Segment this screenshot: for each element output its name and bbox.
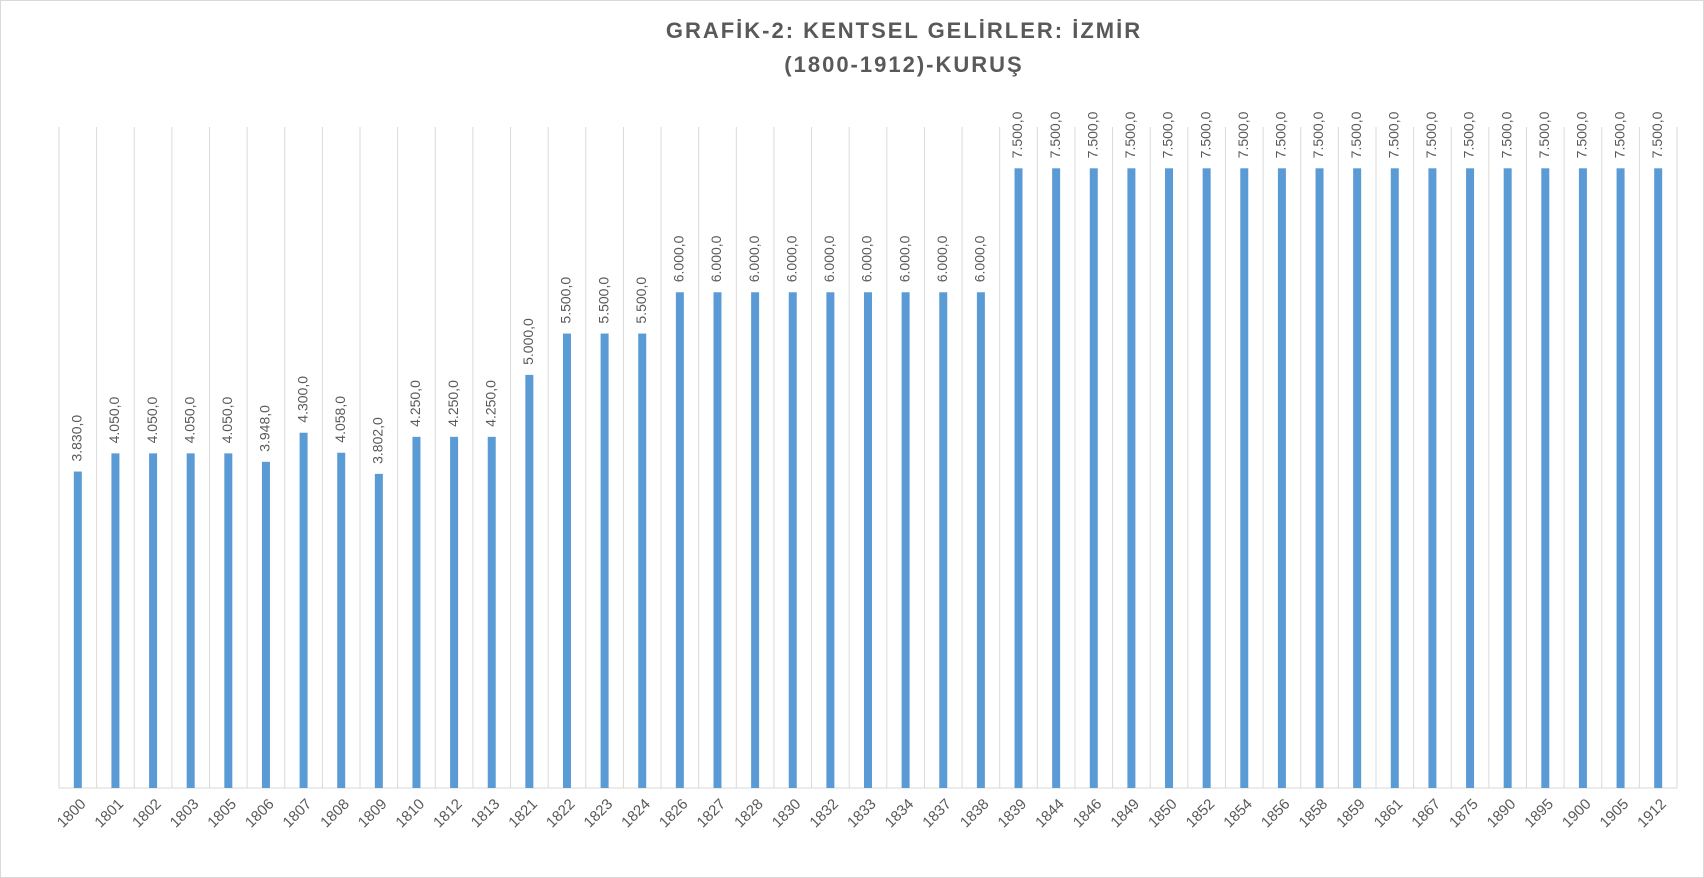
bar [149, 453, 158, 788]
bar [600, 333, 609, 788]
value-label: 7.500,0 [1574, 111, 1590, 158]
value-label: 5.500,0 [558, 277, 574, 324]
bar [525, 374, 534, 788]
bar [299, 432, 308, 788]
value-label: 7.500,0 [1423, 111, 1439, 158]
value-label: 6.000,0 [821, 235, 837, 282]
bar [1277, 168, 1286, 788]
value-label: 7.500,0 [1649, 111, 1665, 158]
value-label: 7.500,0 [1273, 111, 1289, 158]
value-label: 7.500,0 [1160, 111, 1176, 158]
bar [901, 292, 910, 788]
value-label: 5.000,0 [520, 318, 536, 365]
value-label: 7.500,0 [1461, 111, 1477, 158]
bar [751, 292, 760, 788]
bar [337, 452, 346, 788]
bar [1541, 168, 1550, 788]
bar [374, 473, 383, 788]
bar [1014, 168, 1023, 788]
bar [1127, 168, 1136, 788]
value-label: 6.000,0 [671, 235, 687, 282]
value-label: 3.830,0 [69, 415, 85, 462]
bar [1578, 168, 1587, 788]
bar [864, 292, 872, 788]
value-label: 4.250,0 [482, 380, 498, 427]
value-label: 4.300,0 [294, 376, 310, 423]
value-label: 7.500,0 [1498, 111, 1514, 158]
bar [713, 292, 722, 788]
value-label: 7.500,0 [1348, 111, 1364, 158]
bar [73, 471, 82, 788]
bar [487, 436, 496, 788]
bar [1240, 168, 1249, 788]
bar [638, 333, 647, 788]
value-label: 7.500,0 [1310, 111, 1326, 158]
value-label: 5.500,0 [595, 277, 611, 324]
chart-title: GRAFİK-2: KENTSEL GELİRLER: İZMİR [666, 18, 1142, 43]
value-label: 7.500,0 [1084, 111, 1100, 158]
bar [1315, 168, 1324, 788]
value-label: 4.050,0 [181, 396, 197, 443]
value-label: 5.500,0 [633, 277, 649, 324]
bar [562, 333, 571, 788]
value-label: 7.500,0 [1385, 111, 1401, 158]
bar [826, 292, 835, 788]
value-label: 7.500,0 [1611, 111, 1627, 158]
value-label: 3.948,0 [257, 405, 273, 452]
value-label: 4.058,0 [332, 396, 348, 443]
bar [111, 453, 120, 788]
bar [1353, 168, 1362, 788]
bar [1466, 168, 1475, 788]
bar [1390, 168, 1399, 788]
bar [976, 292, 985, 788]
value-label: 4.250,0 [407, 380, 423, 427]
value-label: 6.000,0 [708, 235, 724, 282]
bar [1089, 168, 1098, 788]
bar [450, 436, 459, 788]
value-label: 6.000,0 [896, 235, 912, 282]
bar [261, 461, 270, 788]
bar [186, 453, 195, 788]
bar [1428, 168, 1437, 788]
bar [1202, 168, 1211, 788]
bar [788, 292, 797, 788]
value-label: 7.500,0 [1047, 111, 1063, 158]
value-label: 4.250,0 [445, 380, 461, 427]
value-label: 4.050,0 [106, 396, 122, 443]
value-label: 7.500,0 [1197, 111, 1213, 158]
value-label: 7.500,0 [1122, 111, 1138, 158]
value-label: 7.500,0 [1536, 111, 1552, 158]
bar [939, 292, 948, 788]
value-label: 4.050,0 [144, 396, 160, 443]
value-label: 6.000,0 [746, 235, 762, 282]
value-label: 3.802,0 [370, 417, 386, 464]
chart-title: (1800-1912)-KURUŞ [784, 52, 1023, 77]
bar [1503, 168, 1512, 788]
value-label: 6.000,0 [934, 235, 950, 282]
bar [1654, 168, 1663, 788]
value-label: 4.050,0 [219, 396, 235, 443]
bar [1616, 168, 1625, 788]
bar [224, 453, 233, 788]
value-label: 7.500,0 [1009, 111, 1025, 158]
value-label: 7.500,0 [1235, 111, 1251, 158]
bar [1052, 168, 1061, 788]
bar [412, 436, 421, 788]
value-label: 6.000,0 [859, 235, 875, 282]
value-label: 6.000,0 [783, 235, 799, 282]
value-label: 6.000,0 [972, 235, 988, 282]
bar [1165, 168, 1174, 788]
bar [675, 292, 684, 788]
